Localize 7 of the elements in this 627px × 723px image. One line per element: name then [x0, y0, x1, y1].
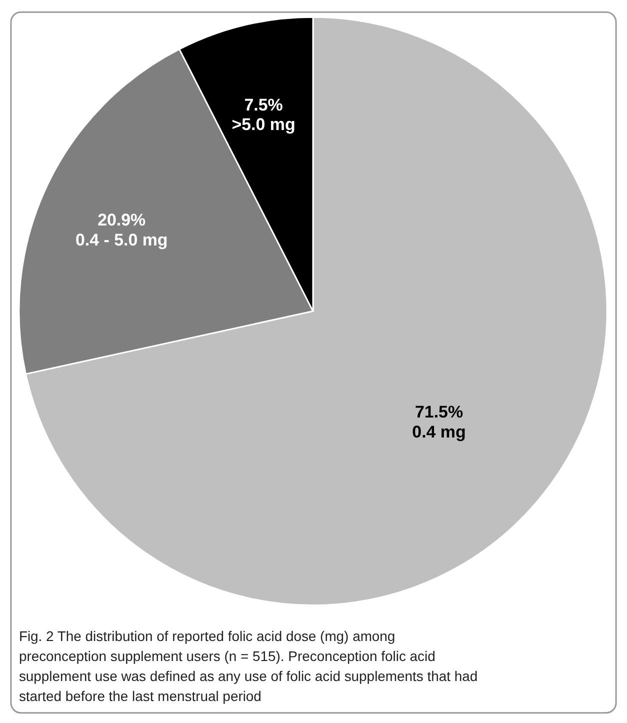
- data-label: 20.9%: [98, 210, 146, 230]
- slice-label: 0.4 mg: [412, 422, 466, 442]
- slice-label: 0.4 - 5.0 mg: [75, 230, 168, 250]
- caption: Fig. 2 The distribution of reported folic acid dose (mg) among preconception supplement users (n = 515). Preconception folic acid supplement use was defined as any use of folic acid supplements that had started before the last menstrual period: [18, 628, 478, 704]
- data-label: 71.5%: [414, 402, 464, 422]
- slice-label: >5.0 mg: [232, 115, 296, 134]
- data-label: 7.5%: [244, 95, 283, 114]
